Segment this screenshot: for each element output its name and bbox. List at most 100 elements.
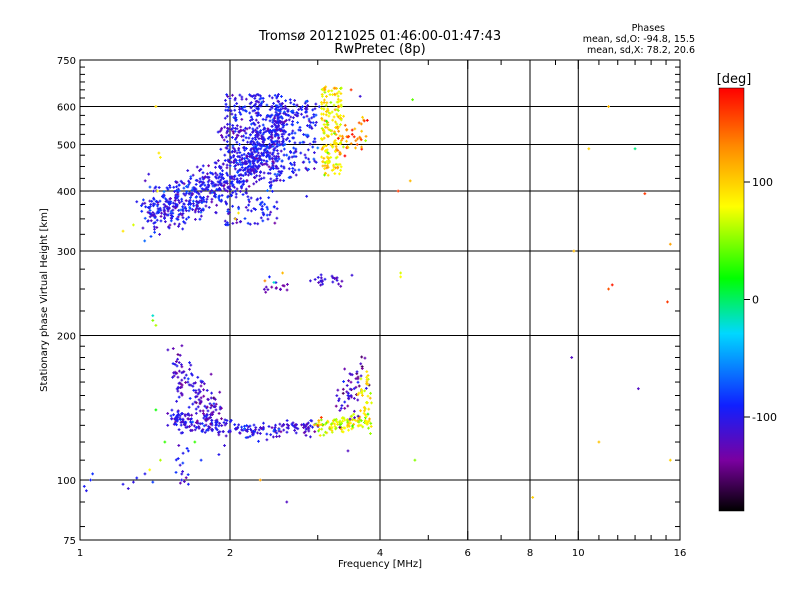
data-point xyxy=(270,136,274,140)
data-point xyxy=(241,193,245,196)
data-point xyxy=(324,144,328,148)
data-point xyxy=(265,115,269,119)
data-point xyxy=(213,191,216,195)
data-point xyxy=(206,172,209,176)
data-point xyxy=(253,136,257,139)
data-point xyxy=(217,412,221,415)
data-point xyxy=(254,146,257,150)
data-point xyxy=(282,124,286,127)
data-point xyxy=(277,143,281,147)
data-point xyxy=(239,173,243,177)
data-point xyxy=(190,193,193,197)
data-point xyxy=(304,166,308,170)
data-point xyxy=(152,196,156,200)
data-point xyxy=(221,169,224,173)
data-point xyxy=(277,123,280,127)
data-point xyxy=(278,102,282,106)
data-point xyxy=(270,113,274,117)
data-point xyxy=(322,101,326,104)
data-point xyxy=(272,102,275,105)
data-point xyxy=(218,181,222,184)
data-point xyxy=(244,131,248,135)
data-point xyxy=(148,209,152,212)
data-point xyxy=(255,107,259,110)
data-point xyxy=(188,181,192,185)
data-point xyxy=(173,199,177,202)
data-point xyxy=(196,375,200,379)
data-point xyxy=(306,124,309,127)
data-point xyxy=(256,132,260,136)
data-point xyxy=(256,121,260,125)
data-point xyxy=(254,102,258,106)
data-point xyxy=(238,110,242,114)
data-point xyxy=(278,170,282,174)
data-point xyxy=(229,109,233,113)
data-point xyxy=(289,101,293,105)
data-point xyxy=(310,116,314,120)
data-point xyxy=(334,156,338,160)
data-point xyxy=(328,93,332,96)
data-point xyxy=(181,216,185,220)
data-point xyxy=(290,163,294,167)
data-point xyxy=(249,101,253,104)
data-point xyxy=(233,150,237,154)
data-point xyxy=(269,144,272,148)
data-point xyxy=(286,136,290,140)
data-point xyxy=(235,177,239,181)
data-point xyxy=(241,108,245,112)
data-point xyxy=(246,208,250,212)
data-point xyxy=(250,209,253,213)
data-point xyxy=(239,112,243,116)
data-point xyxy=(224,135,228,139)
data-point xyxy=(322,145,326,148)
data-point xyxy=(322,123,326,126)
data-point xyxy=(320,127,324,130)
data-point xyxy=(265,103,269,107)
data-point xyxy=(244,205,248,209)
data-point xyxy=(274,165,278,169)
data-point xyxy=(156,204,159,208)
data-point xyxy=(353,127,357,131)
data-point xyxy=(165,206,169,210)
data-point xyxy=(176,215,180,219)
data-point xyxy=(164,200,168,203)
data-point xyxy=(269,210,273,214)
data-point xyxy=(320,116,324,120)
data-point xyxy=(255,144,258,148)
data-point xyxy=(360,129,364,133)
data-point xyxy=(146,219,150,223)
data-point xyxy=(176,187,180,191)
data-point xyxy=(305,110,309,114)
data-point xyxy=(245,178,249,182)
data-point xyxy=(157,186,161,189)
data-point xyxy=(172,185,176,189)
data-point xyxy=(144,205,148,209)
data-point xyxy=(323,167,327,171)
data-point xyxy=(192,199,195,203)
data-point xyxy=(275,200,279,204)
data-point xyxy=(255,157,259,160)
data-point xyxy=(183,221,187,225)
data-point xyxy=(225,93,229,97)
data-point xyxy=(198,390,202,394)
data-point xyxy=(277,155,280,159)
data-point xyxy=(247,184,251,188)
data-point xyxy=(178,201,181,205)
data-point xyxy=(265,155,268,159)
data-point xyxy=(210,200,214,204)
data-point xyxy=(323,173,326,177)
data-point xyxy=(305,107,309,111)
data-point xyxy=(188,397,192,400)
data-point xyxy=(234,137,237,141)
data-point xyxy=(177,183,181,187)
data-point xyxy=(231,191,235,195)
data-point xyxy=(251,130,255,134)
data-point xyxy=(268,108,272,112)
data-point xyxy=(175,185,178,189)
data-point xyxy=(171,347,175,350)
data-point xyxy=(209,372,213,376)
data-point xyxy=(338,172,341,176)
data-point xyxy=(271,157,274,161)
data-point xyxy=(230,181,233,185)
data-point xyxy=(325,119,328,123)
